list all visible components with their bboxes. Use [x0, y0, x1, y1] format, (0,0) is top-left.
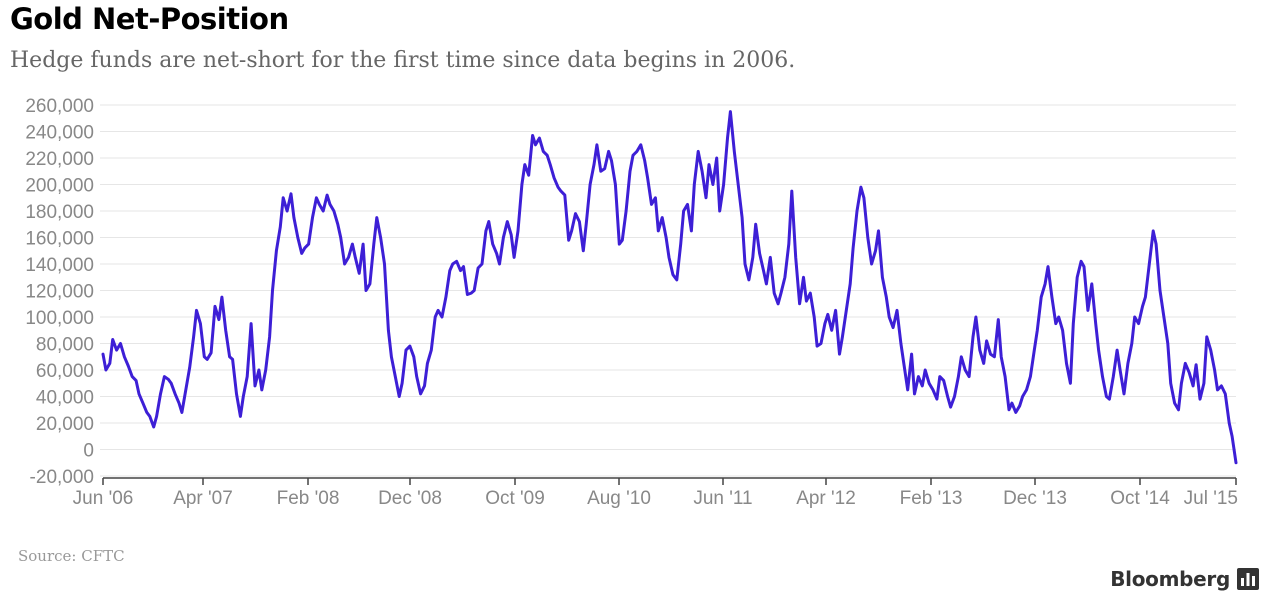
gridlines — [100, 104, 1236, 477]
y-tick-label: 260,000 — [25, 96, 94, 117]
x-tick-label: Feb '08 — [277, 488, 340, 509]
x-tick-label: Dec '08 — [378, 488, 442, 509]
series-line-0 — [101, 110, 1238, 465]
x-tick-label: Feb '13 — [900, 488, 963, 509]
brand-name: Bloomberg — [1110, 567, 1230, 591]
y-tick-label: 240,000 — [25, 123, 94, 144]
x-axis: Jun '06 Apr '07 Feb '08 Dec '08 Oct '09 Aug '… — [73, 477, 1238, 509]
x-tick-label: Oct '14 — [1110, 488, 1170, 509]
y-tick-label: 160,000 — [25, 229, 94, 250]
y-tick-label: 200,000 — [25, 176, 94, 197]
chart-title: Gold Net-Position — [10, 2, 289, 36]
source-note: Source: CFTC — [18, 547, 125, 565]
y-tick-label: 60,000 — [36, 361, 94, 382]
x-tick-label: Jun '06 — [73, 488, 134, 509]
y-tick-label: 100,000 — [25, 308, 94, 329]
y-tick-label: 20,000 — [36, 414, 94, 435]
x-tick-label: Dec '13 — [1003, 488, 1067, 509]
y-axis-ticks: 260,000 240,000 220,000 200,000 180,000 160,0… — [25, 96, 94, 488]
bloomberg-chart-icon — [1237, 568, 1259, 590]
y-tick-label: -20,000 — [30, 467, 94, 488]
x-tick-label: Jun '11 — [693, 488, 752, 509]
x-tick-label: Apr '12 — [796, 488, 856, 509]
y-tick-label: 0 — [83, 441, 94, 462]
x-tick-label: Aug '10 — [587, 488, 651, 509]
series-layer — [101, 110, 1238, 465]
y-tick-label: 180,000 — [25, 202, 94, 223]
y-tick-label: 120,000 — [25, 282, 94, 303]
y-tick-label: 220,000 — [25, 149, 94, 170]
y-tick-label: 80,000 — [36, 335, 94, 356]
y-tick-label: 40,000 — [36, 388, 94, 409]
x-tick-label: Oct '09 — [485, 488, 545, 509]
x-tick-label: Apr '07 — [173, 488, 233, 509]
brand-logo: Bloomberg — [1110, 567, 1259, 591]
chart-subtitle: Hedge funds are net-short for the first … — [10, 48, 796, 73]
y-tick-label: 140,000 — [25, 255, 94, 276]
x-tick-label: Jul '15 — [1184, 488, 1238, 509]
